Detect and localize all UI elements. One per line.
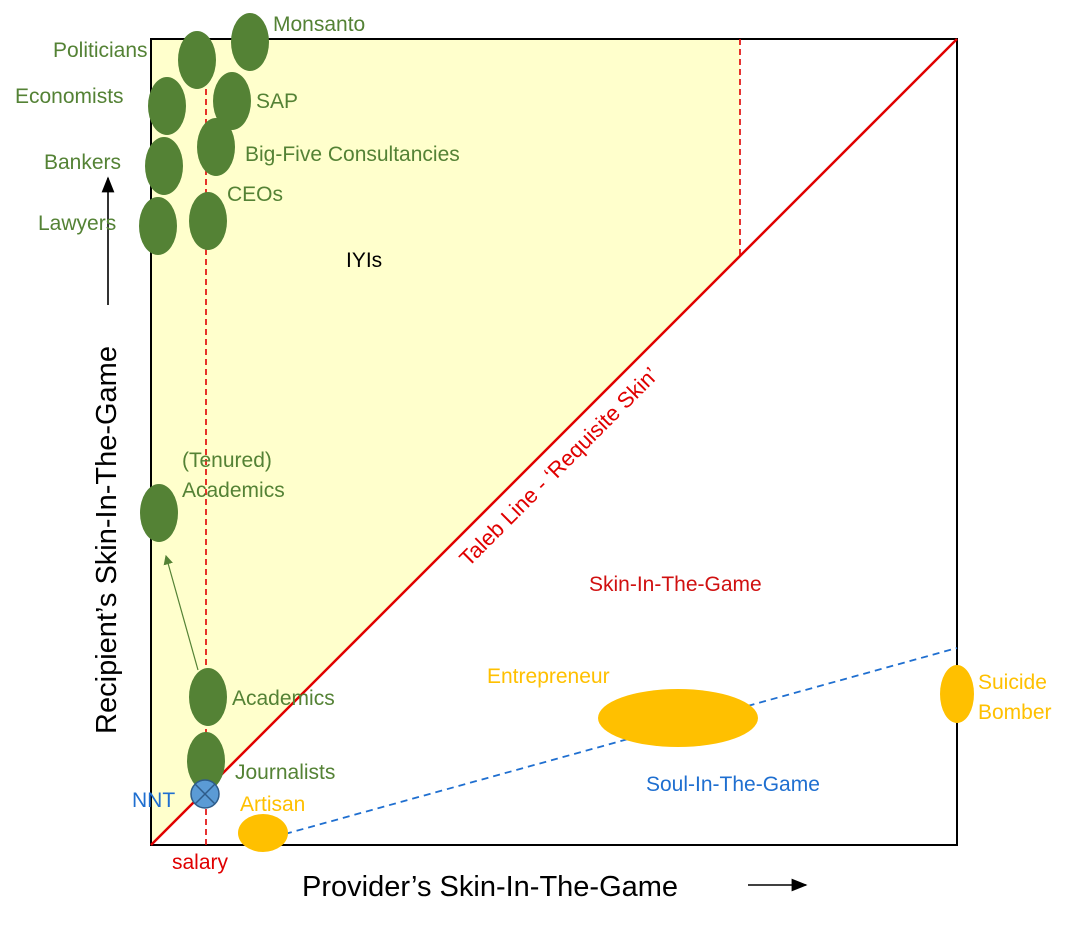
- iyi-region: [151, 39, 740, 845]
- ceos-ellipse: [189, 192, 227, 250]
- entrepreneur-label: Entrepreneur: [487, 665, 610, 688]
- y-axis-label: Recipient’s Skin-In-The-Game: [91, 346, 123, 734]
- artisan-label: Artisan: [240, 793, 305, 816]
- soul-in-the-game-label: Soul-In-The-Game: [646, 773, 820, 796]
- journalists-ellipse: [187, 732, 225, 790]
- economists-label: Economists: [15, 85, 124, 108]
- ceos-label: CEOs: [227, 183, 283, 206]
- suicide-bomber-ellipse: [940, 665, 974, 723]
- skin-in-the-game-label: Skin-In-The-Game: [589, 573, 762, 596]
- iyis-label: IYIs: [346, 249, 382, 272]
- academics-ellipse: [189, 668, 227, 726]
- politicians-label: Politicians: [53, 39, 148, 62]
- artisan-ellipse: [238, 814, 288, 852]
- suicide-bomber-label-line2: Bomber: [978, 701, 1052, 724]
- academics-label: Academics: [232, 687, 335, 710]
- sap-ellipse: [213, 72, 251, 130]
- monsanto-ellipse: [231, 13, 269, 71]
- salary-label: salary: [172, 851, 229, 874]
- plot-frame: [150, 38, 958, 846]
- entrepreneur-ellipse: [598, 689, 758, 747]
- journalists-label: Journalists: [235, 761, 335, 784]
- sap-label: SAP: [256, 90, 298, 113]
- monsanto-label: Monsanto: [273, 13, 365, 36]
- big-five-ellipse: [197, 118, 235, 176]
- big-five-label: Big-Five Consultancies: [245, 143, 460, 166]
- x-axis-label: Provider’s Skin-In-The-Game: [302, 871, 678, 903]
- lawyers-label: Lawyers: [38, 212, 116, 235]
- politicians-ellipse: [178, 31, 216, 89]
- economists-ellipse: [148, 77, 186, 135]
- soul-dashed-line: [284, 647, 958, 835]
- tenure-arrow: [163, 554, 199, 671]
- circled-x-icon: [190, 779, 220, 809]
- orange-labels: Artisan Entrepreneur Suicide Bomber: [240, 665, 1052, 816]
- tenured-academics-ellipse: [140, 484, 178, 542]
- green-ellipses: [139, 13, 269, 790]
- bankers-ellipse: [145, 137, 183, 195]
- lawyers-ellipse: [139, 197, 177, 255]
- orange-ellipses: [238, 665, 974, 852]
- nnt-label: NNT: [132, 789, 175, 812]
- suicide-bomber-label-line1: Suicide: [978, 671, 1047, 694]
- tenured-label-line1: (Tenured): [182, 449, 272, 472]
- green-labels: Monsanto Politicians Economists SAP Bank…: [15, 13, 460, 784]
- taleb-line: [150, 38, 958, 846]
- bankers-label: Bankers: [44, 151, 121, 174]
- tenured-label-line2: Academics: [182, 479, 285, 502]
